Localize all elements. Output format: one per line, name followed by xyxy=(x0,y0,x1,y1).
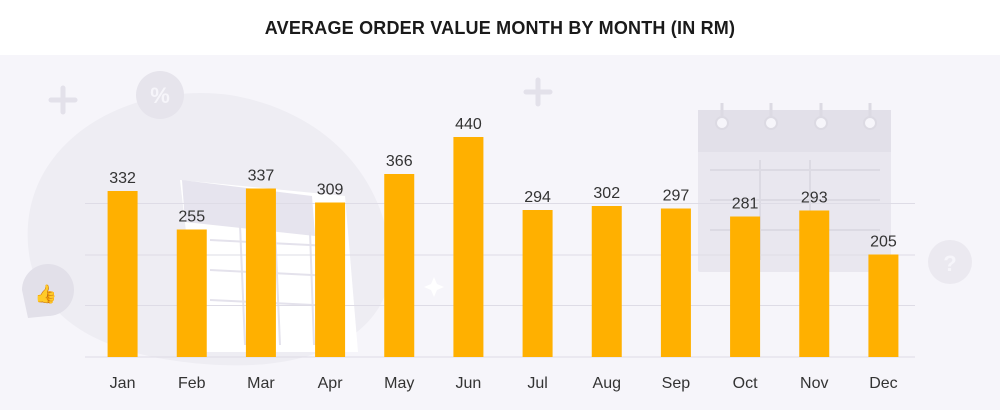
value-label-jan: 332 xyxy=(109,170,136,187)
percent-badge-icon: % xyxy=(136,71,184,119)
bar-nov xyxy=(799,210,830,357)
bar-jan xyxy=(107,191,138,357)
bar-dec xyxy=(868,254,899,357)
sparkle-icon xyxy=(424,277,444,297)
value-label-apr: 309 xyxy=(317,182,344,199)
background-illustrations: % 👍 ? xyxy=(22,71,972,366)
value-label-mar: 337 xyxy=(248,168,275,185)
value-label-jul: 294 xyxy=(524,189,551,206)
thumbs-up-icon: 👍 xyxy=(22,264,74,318)
plus-icon xyxy=(523,77,553,107)
x-tick-label-jul: Jul xyxy=(527,375,547,392)
value-label-dec: 205 xyxy=(870,234,897,251)
question-bubble-icon: ? xyxy=(928,240,972,284)
x-tick-label-aug: Aug xyxy=(593,375,621,392)
bar-mar xyxy=(245,188,276,357)
value-label-sep: 297 xyxy=(663,188,690,205)
bar-aug xyxy=(591,206,622,357)
x-tick-label-apr: Apr xyxy=(318,375,344,392)
x-tick-label-dec: Dec xyxy=(869,375,897,392)
bar-oct xyxy=(730,216,761,357)
x-tick-label-jun: Jun xyxy=(456,375,482,392)
value-label-nov: 293 xyxy=(801,190,828,207)
svg-text:👍: 👍 xyxy=(35,283,57,305)
bar-jun xyxy=(453,137,484,357)
grid-lines xyxy=(85,203,915,358)
x-axis-tick-labels: Jan Feb Mar Apr May Jun Jul Aug Sep Oct Nov Dec xyxy=(110,375,898,392)
chart-header: AVERAGE ORDER VALUE MONTH BY MONTH (IN R… xyxy=(0,0,1000,55)
bar-jul xyxy=(522,210,553,357)
calendar-icon xyxy=(698,103,891,272)
plus-icon xyxy=(48,85,78,115)
svg-text:%: % xyxy=(150,83,170,108)
chart-title: AVERAGE ORDER VALUE MONTH BY MONTH (IN R… xyxy=(264,18,736,38)
value-label-may: 366 xyxy=(386,153,413,170)
x-tick-label-mar: Mar xyxy=(247,375,275,392)
value-label-aug: 302 xyxy=(593,185,620,202)
x-tick-label-jan: Jan xyxy=(110,375,136,392)
bar-sep xyxy=(660,208,691,357)
x-tick-label-feb: Feb xyxy=(178,375,206,392)
x-tick-label-nov: Nov xyxy=(800,375,828,392)
x-tick-label-sep: Sep xyxy=(662,375,691,392)
svg-text:?: ? xyxy=(943,251,956,276)
bar-may xyxy=(384,174,415,357)
x-tick-label-may: May xyxy=(384,375,414,392)
value-labels: 332 255 337 309 366 440 294 302 297 281 293 205 xyxy=(109,116,897,251)
x-tick-label-oct: Oct xyxy=(733,375,758,392)
bars xyxy=(107,137,899,357)
bar-feb xyxy=(176,229,207,357)
value-label-feb: 255 xyxy=(178,209,205,226)
value-label-jun: 440 xyxy=(455,116,482,133)
bar-apr xyxy=(315,202,346,357)
value-label-oct: 281 xyxy=(732,196,759,213)
